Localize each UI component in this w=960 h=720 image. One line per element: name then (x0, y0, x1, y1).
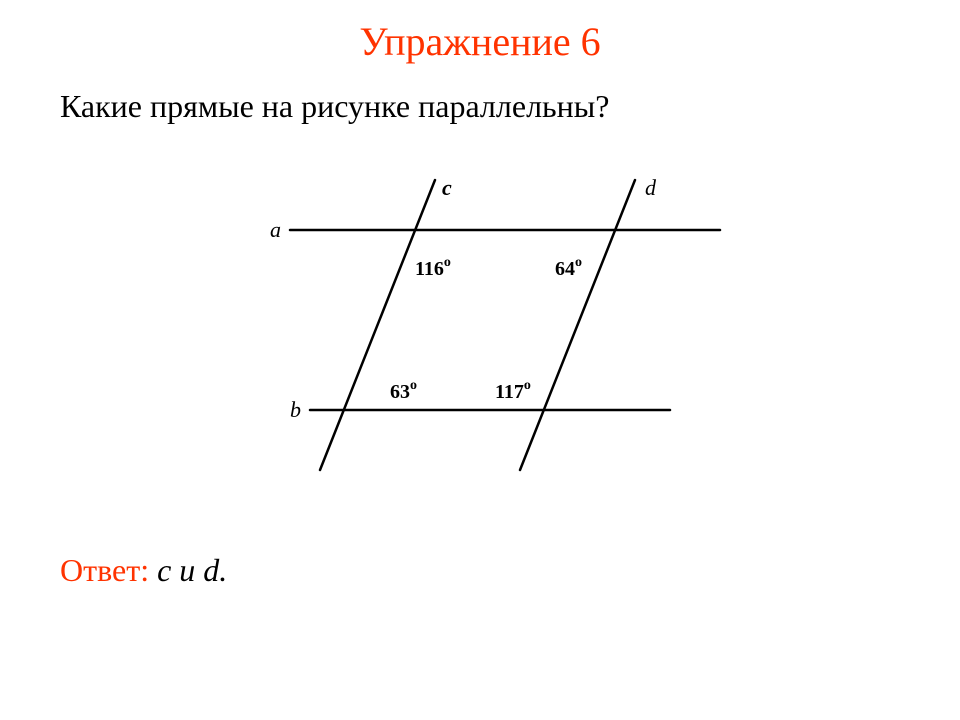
svg-text:d: d (645, 175, 657, 200)
diagram-svg: a b c d 116o 64o 63o 117o (220, 170, 740, 490)
question-text: Какие прямые на рисунке параллельны? (60, 88, 609, 125)
answer-label: Ответ: (60, 552, 157, 588)
slide: Упражнение 6 Какие прямые на рисунке пар… (0, 0, 960, 720)
answer-value: c и d. (157, 552, 227, 588)
answer-line: Ответ: c и d. (60, 552, 227, 589)
svg-text:a: a (270, 217, 281, 242)
svg-text:116o: 116o (415, 255, 451, 280)
exercise-title: Упражнение 6 (0, 18, 960, 65)
svg-text:64o: 64o (555, 255, 582, 280)
parallel-lines-diagram: a b c d 116o 64o 63o 117o (220, 170, 740, 490)
svg-text:c: c (442, 175, 452, 200)
svg-text:117o: 117o (495, 378, 531, 403)
svg-text:b: b (290, 397, 301, 422)
svg-text:63o: 63o (390, 378, 417, 403)
